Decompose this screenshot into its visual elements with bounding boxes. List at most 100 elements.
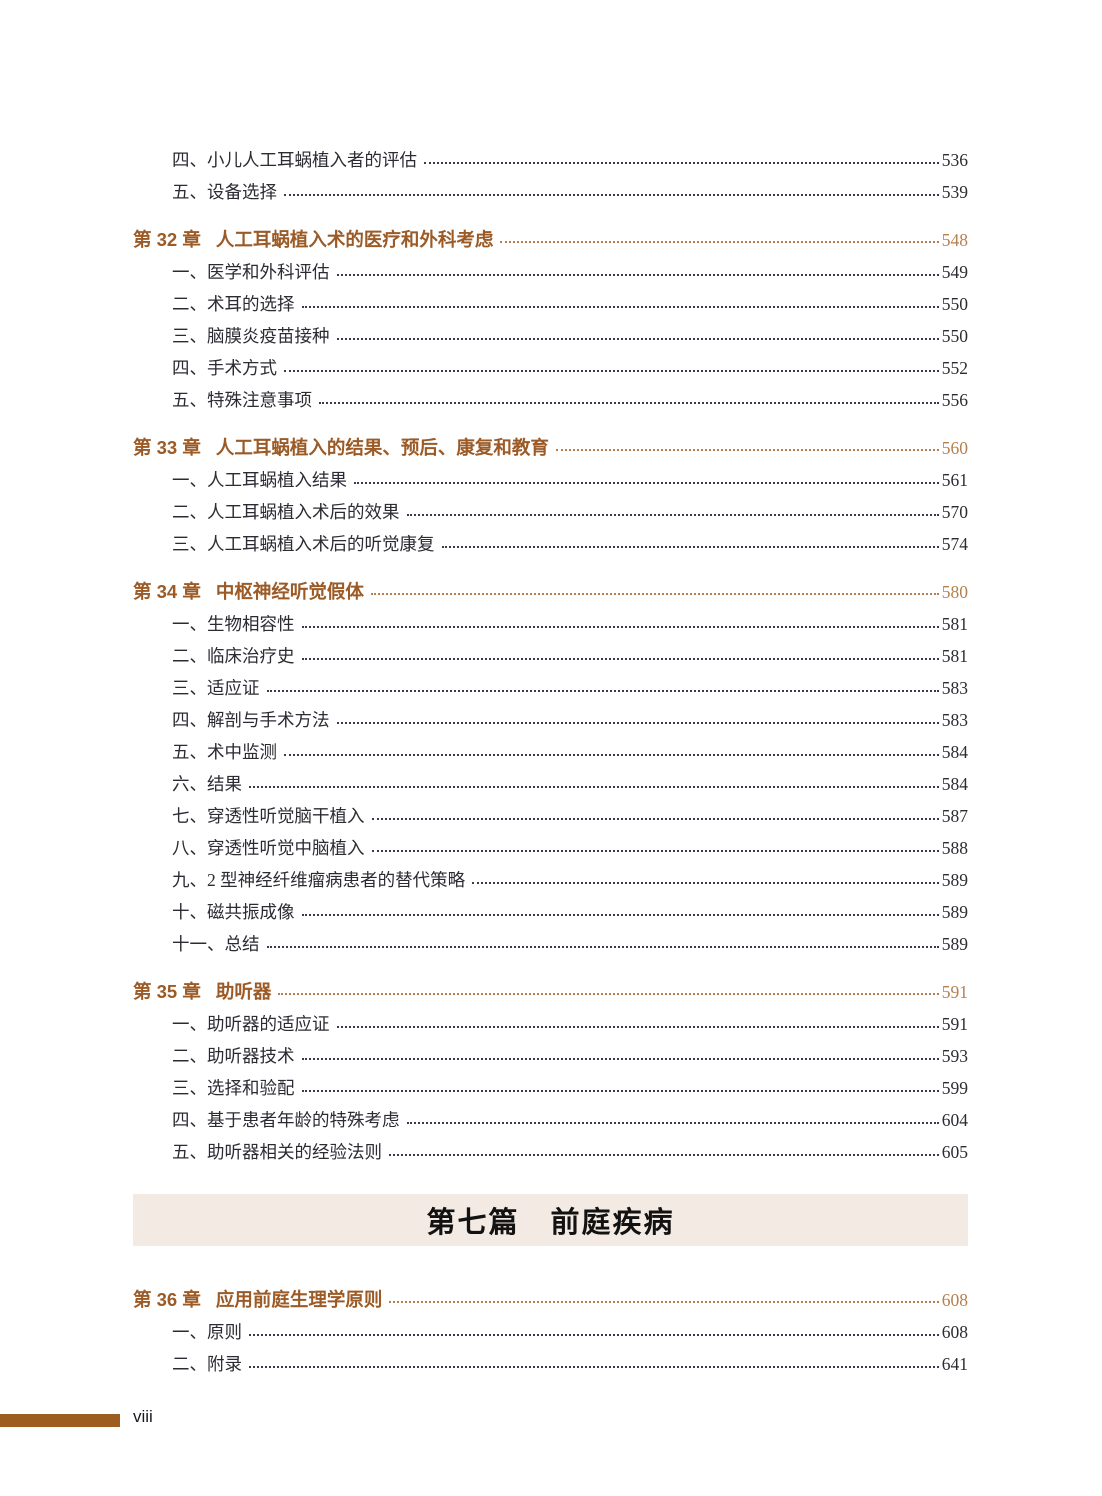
- toc-item-row: 七、穿透性听觉脑干植入 587: [133, 794, 968, 826]
- toc-item-label: 二、术耳的选择: [172, 293, 295, 314]
- dot-leader: [319, 402, 939, 404]
- toc-item-row: 三、人工耳蜗植入术后的听觉康复 574: [133, 522, 968, 554]
- dot-leader: [371, 818, 939, 820]
- toc-item-label: 二、人工耳蜗植入术后的效果: [172, 501, 400, 522]
- chapter-number: 第 34 章: [133, 580, 201, 602]
- dot-leader: [301, 1090, 939, 1092]
- toc-item-row: 五、特殊注意事项 556: [133, 378, 968, 410]
- toc-item-row: 五、设备选择 539: [133, 170, 968, 202]
- dot-leader: [266, 690, 939, 692]
- chapter-number: 第 36 章: [133, 1288, 201, 1310]
- toc-item-label: 九、2 型神经纤维瘤病患者的替代策略: [172, 869, 466, 890]
- toc-item-label: 六、结果: [172, 773, 242, 794]
- item-page-number: 593: [941, 1045, 968, 1066]
- dot-leader: [336, 338, 939, 340]
- toc-item-row: 一、原则 608: [133, 1310, 968, 1342]
- item-page-number: 604: [941, 1109, 968, 1130]
- item-page-number: 536: [941, 149, 968, 170]
- toc-item-row: 四、基于患者年龄的特殊考虑 604: [133, 1098, 968, 1130]
- toc-item-label: 四、小儿人工耳蜗植入者的评估: [172, 149, 417, 170]
- toc-item-row: 一、助听器的适应证 591: [133, 1002, 968, 1034]
- item-page-number: 608: [941, 1321, 968, 1342]
- toc-item-row: 八、穿透性听觉中脑植入 588: [133, 826, 968, 858]
- toc-item-row: 一、人工耳蜗植入结果 561: [133, 458, 968, 490]
- toc-item-row: 五、助听器相关的经验法则 605: [133, 1130, 968, 1162]
- dot-leader: [249, 1366, 939, 1368]
- toc-chapter-row: 第 32 章人工耳蜗植入术的医疗和外科考虑 548: [133, 218, 968, 250]
- item-page-number: 581: [941, 613, 968, 634]
- dot-leader: [555, 449, 939, 451]
- toc-item-label: 一、人工耳蜗植入结果: [172, 469, 347, 490]
- dot-leader: [249, 786, 939, 788]
- toc-item-label: 四、基于患者年龄的特殊考虑: [172, 1109, 400, 1130]
- toc-item-label: 十、磁共振成像: [172, 901, 295, 922]
- toc-item-label: 三、人工耳蜗植入术后的听觉康复: [172, 533, 435, 554]
- item-page-number: 561: [941, 469, 968, 490]
- dot-leader: [301, 626, 939, 628]
- toc-item-row: 二、助听器技术 593: [133, 1034, 968, 1066]
- toc-chapter-row: 第 36 章应用前庭生理学原则 608: [133, 1278, 968, 1310]
- chapter-page-number: 608: [941, 1289, 968, 1310]
- toc-item-label: 一、原则: [172, 1321, 242, 1342]
- toc-item-label: 三、选择和验配: [172, 1077, 295, 1098]
- item-page-number: 589: [941, 869, 968, 890]
- toc-item-row: 四、手术方式 552: [133, 346, 968, 378]
- toc-item-label: 一、生物相容性: [172, 613, 295, 634]
- chapter-title: 人工耳蜗植入术的医疗和外科考虑: [215, 228, 494, 250]
- toc-item-row: 二、临床治疗史 581: [133, 634, 968, 666]
- chapter-number: 第 33 章: [133, 436, 201, 458]
- toc-item-row: 一、医学和外科评估 549: [133, 250, 968, 282]
- item-page-number: 583: [941, 677, 968, 698]
- toc-chapter-row: 第 34 章中枢神经听觉假体 580: [133, 570, 968, 602]
- item-page-number: 584: [941, 773, 968, 794]
- item-page-number: 583: [941, 709, 968, 730]
- dot-leader: [424, 162, 939, 164]
- part-title: 第七篇 前庭疾病: [426, 1207, 675, 1239]
- toc-item-row: 三、适应证 583: [133, 666, 968, 698]
- item-page-number: 581: [941, 645, 968, 666]
- toc-item-row: 二、术耳的选择 550: [133, 282, 968, 314]
- chapter-title: 应用前庭生理学原则: [215, 1288, 383, 1310]
- toc-list: 四、小儿人工耳蜗植入者的评估 536 五、设备选择 539 第 32 章人工耳蜗植入术的…: [133, 138, 968, 1374]
- toc-item-label: 五、特殊注意事项: [172, 389, 312, 410]
- item-page-number: 605: [941, 1141, 968, 1162]
- dot-leader: [284, 754, 939, 756]
- toc-chapter-row: 第 33 章人工耳蜗植入的结果、预后、康复和教育 560: [133, 426, 968, 458]
- toc-item-label: 七、穿透性听觉脑干植入: [172, 805, 365, 826]
- toc-item-row: 九、2 型神经纤维瘤病患者的替代策略 589: [133, 858, 968, 890]
- chapter-number: 第 35 章: [133, 980, 201, 1002]
- dot-leader: [336, 722, 939, 724]
- toc-item-row: 二、附录 641: [133, 1342, 968, 1374]
- dot-leader: [472, 882, 939, 884]
- dot-leader: [266, 946, 939, 948]
- item-page-number: 591: [941, 1013, 968, 1034]
- dot-leader: [371, 850, 939, 852]
- chapter-page-number: 560: [941, 437, 968, 458]
- toc-item-label: 十一、总结: [172, 933, 260, 954]
- item-page-number: 556: [941, 389, 968, 410]
- toc-item-label: 二、助听器技术: [172, 1045, 295, 1066]
- dot-leader: [284, 370, 939, 372]
- toc-item-row: 三、选择和验配 599: [133, 1066, 968, 1098]
- chapter-page-number: 548: [941, 229, 968, 250]
- toc-item-label: 三、脑膜炎疫苗接种: [172, 325, 330, 346]
- item-page-number: 549: [941, 261, 968, 282]
- item-page-number: 550: [941, 325, 968, 346]
- dot-leader: [278, 993, 939, 995]
- toc-item-label: 二、附录: [172, 1353, 242, 1374]
- dot-leader: [441, 546, 939, 548]
- chapter-number: 第 32 章: [133, 228, 201, 250]
- toc-item-row: 六、结果 584: [133, 762, 968, 794]
- dot-leader: [354, 482, 939, 484]
- toc-item-label: 五、设备选择: [172, 181, 277, 202]
- toc-item-row: 四、小儿人工耳蜗植入者的评估 536: [133, 138, 968, 170]
- chapter-title: 助听器: [215, 980, 272, 1002]
- dot-leader: [389, 1154, 939, 1156]
- chapter-page-number: 580: [941, 581, 968, 602]
- footer-accent-bar: [0, 1414, 120, 1427]
- item-page-number: 584: [941, 741, 968, 762]
- footer-page-number: viii: [133, 1407, 153, 1426]
- dot-leader: [301, 914, 939, 916]
- dot-leader: [500, 241, 939, 243]
- item-page-number: 599: [941, 1077, 968, 1098]
